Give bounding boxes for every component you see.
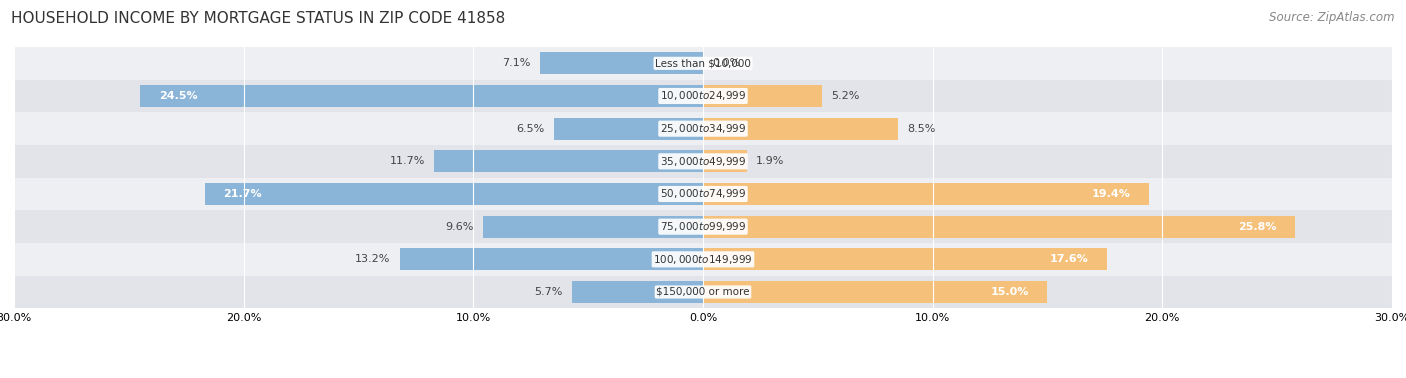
- Bar: [482, 215, 703, 238]
- Text: 5.2%: 5.2%: [831, 91, 860, 101]
- Bar: [703, 118, 898, 140]
- Bar: [399, 248, 703, 270]
- Text: $10,000 to $24,999: $10,000 to $24,999: [659, 90, 747, 102]
- Text: 6.5%: 6.5%: [516, 124, 544, 134]
- Text: $35,000 to $49,999: $35,000 to $49,999: [659, 155, 747, 168]
- Bar: [703, 85, 823, 107]
- Text: 0.0%: 0.0%: [713, 58, 741, 68]
- Bar: [14, 276, 1392, 308]
- Bar: [14, 80, 1392, 112]
- Bar: [540, 52, 703, 74]
- Text: 21.7%: 21.7%: [224, 189, 262, 199]
- Text: $25,000 to $34,999: $25,000 to $34,999: [659, 122, 747, 135]
- Text: $100,000 to $149,999: $100,000 to $149,999: [654, 253, 752, 266]
- Text: $50,000 to $74,999: $50,000 to $74,999: [659, 187, 747, 200]
- Text: $150,000 or more: $150,000 or more: [657, 287, 749, 297]
- Text: 13.2%: 13.2%: [356, 254, 391, 264]
- Text: 19.4%: 19.4%: [1091, 189, 1130, 199]
- Text: 5.7%: 5.7%: [534, 287, 562, 297]
- Text: Source: ZipAtlas.com: Source: ZipAtlas.com: [1270, 11, 1395, 24]
- Text: 11.7%: 11.7%: [389, 156, 425, 166]
- Bar: [14, 145, 1392, 178]
- Text: Less than $10,000: Less than $10,000: [655, 58, 751, 68]
- Text: 8.5%: 8.5%: [907, 124, 936, 134]
- Bar: [703, 281, 1047, 303]
- Text: 9.6%: 9.6%: [444, 222, 474, 232]
- Bar: [572, 281, 703, 303]
- Bar: [14, 178, 1392, 210]
- Bar: [703, 150, 747, 172]
- Text: 24.5%: 24.5%: [159, 91, 197, 101]
- Bar: [14, 112, 1392, 145]
- Bar: [554, 118, 703, 140]
- Bar: [703, 215, 1295, 238]
- Text: HOUSEHOLD INCOME BY MORTGAGE STATUS IN ZIP CODE 41858: HOUSEHOLD INCOME BY MORTGAGE STATUS IN Z…: [11, 11, 506, 26]
- Bar: [14, 210, 1392, 243]
- Bar: [703, 183, 1149, 205]
- Bar: [14, 47, 1392, 80]
- Bar: [141, 85, 703, 107]
- Bar: [205, 183, 703, 205]
- Text: $75,000 to $99,999: $75,000 to $99,999: [659, 220, 747, 233]
- Text: 15.0%: 15.0%: [991, 287, 1029, 297]
- Text: 25.8%: 25.8%: [1239, 222, 1277, 232]
- Bar: [14, 243, 1392, 276]
- Text: 7.1%: 7.1%: [502, 58, 531, 68]
- Text: 1.9%: 1.9%: [756, 156, 785, 166]
- Bar: [434, 150, 703, 172]
- Bar: [703, 248, 1107, 270]
- Text: 17.6%: 17.6%: [1050, 254, 1088, 264]
